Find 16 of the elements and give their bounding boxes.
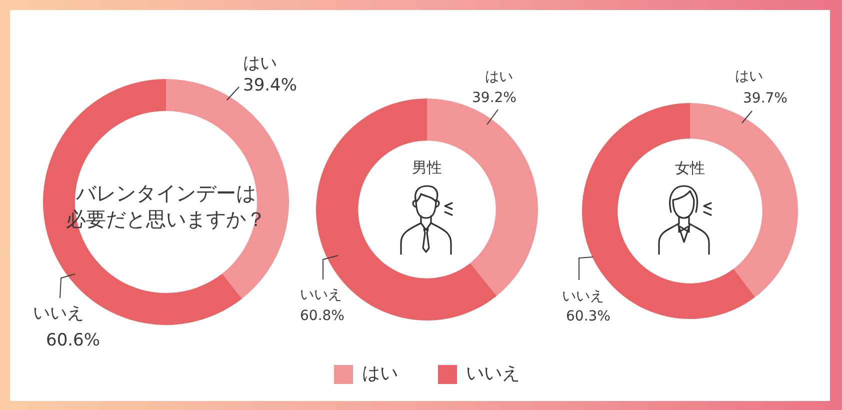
- text: 女性: [675, 158, 705, 177]
- data-label: 60.6%: [46, 330, 100, 350]
- slice-label: はい: [485, 69, 513, 86]
- slice-label: いいえ: [562, 288, 604, 305]
- slice-label: いいえ: [33, 303, 84, 324]
- slice-label: はい: [735, 68, 763, 85]
- legend-label: いいえ: [466, 363, 520, 384]
- data-label: 39.4%: [243, 75, 298, 96]
- legend-label: はい: [362, 363, 398, 384]
- data-label: 60.8%: [300, 308, 344, 324]
- slice-label: いいえ: [300, 287, 342, 304]
- data-label: 39.7%: [743, 90, 788, 107]
- text: 男性: [412, 158, 442, 176]
- data-label: 60.3%: [566, 308, 610, 325]
- slice-label: はい: [243, 53, 277, 74]
- data-label: 39.2%: [472, 90, 516, 106]
